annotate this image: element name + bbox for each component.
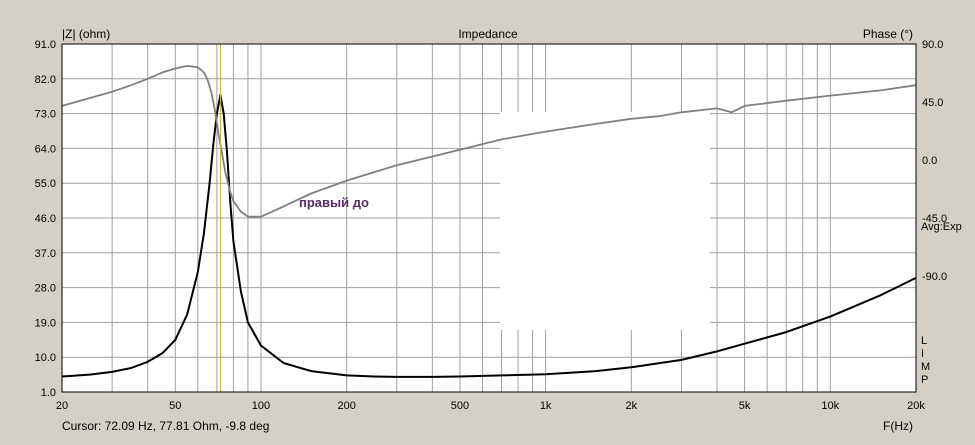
x-axis-label: F(Hz)	[883, 419, 913, 433]
annotation-text: правый до	[299, 195, 369, 210]
plot-frame	[61, 43, 917, 393]
y-tick-label-left: 73.0	[35, 109, 56, 121]
x-tick-label: 2k	[626, 400, 638, 412]
x-tick-label: 20k	[907, 400, 925, 412]
y-tick-label-left: 46.0	[35, 213, 56, 225]
right-axis-label: Phase (°)	[863, 27, 913, 41]
phase-curve	[61, 65, 917, 218]
y-tick-label-right: -45.0	[922, 213, 947, 225]
y-tick-label-right: 0.0	[922, 155, 937, 167]
series-layer	[61, 65, 917, 378]
chart-title: Impedance	[458, 27, 518, 41]
y-tick-label-left: 19.0	[35, 317, 56, 329]
limp-letter-m: M	[921, 361, 930, 373]
x-tick-label: 1k	[540, 400, 552, 412]
y-tick-label-left: 28.0	[35, 283, 56, 295]
y-tick-label-left: 55.0	[35, 178, 56, 190]
x-tick-label: 50	[169, 400, 181, 412]
y-tick-label-left: 82.0	[35, 74, 56, 86]
y-tick-label-left: 64.0	[35, 143, 56, 155]
y-tick-label-right: 45.0	[922, 97, 943, 109]
blank-overlay-region	[500, 112, 710, 330]
x-tick-label: 200	[337, 400, 355, 412]
y-tick-label-left: 1.0	[41, 387, 56, 399]
x-tick-label: 5k	[739, 400, 751, 412]
y-tick-label-left: 10.0	[35, 352, 56, 364]
x-tick-label: 500	[451, 400, 469, 412]
y-tick-label-right: 90.0	[922, 39, 943, 51]
left-axis-label: |Z| (ohm)	[62, 27, 110, 41]
impedance-curve	[61, 94, 917, 378]
x-tick-label: 100	[252, 400, 270, 412]
limp-letter-l: L	[921, 335, 927, 347]
y-tick-label-right: -90.0	[922, 271, 947, 283]
y-tick-label-left: 91.0	[35, 39, 56, 51]
cursor-readout: Cursor: 72.09 Hz, 77.81 Ohm, -9.8 deg	[62, 419, 269, 433]
avg-label: Avg:Exp	[921, 221, 962, 233]
x-tick-label: 20	[56, 400, 68, 412]
y-tick-label-left: 37.0	[35, 248, 56, 260]
axis-labels: 1.0 10.0 19.0 28.0 37.0 46.0 55.0 64.0 73.0 82.0 9…	[35, 39, 948, 412]
limp-letter-p: P	[921, 374, 928, 386]
limp-letter-i: I	[921, 348, 924, 360]
x-tick-label: 10k	[821, 400, 839, 412]
